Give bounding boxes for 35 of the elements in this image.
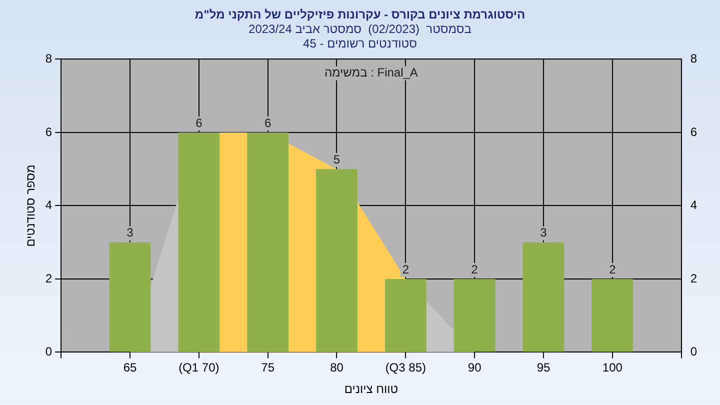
y2-tick-label: 6 [690,124,698,139]
data-label: 6 [264,116,272,130]
data-label: 2 [609,262,616,276]
data-label: 2 [402,262,410,276]
y-tick-label: 0 [45,344,52,359]
y-tick-label: 4 [45,198,52,212]
bar [522,242,564,352]
x-tick-label: 80 [330,360,344,375]
x-tick-label: 75 [261,360,275,375]
y2-tick-label: 2 [690,271,698,286]
data-label: 5 [333,152,340,166]
y-tick-label: 2 [45,271,52,286]
x-tick-label: 95 [536,360,550,375]
y2-tick-label: 0 [690,344,698,359]
y-axis-title: מספר סטודנטים [24,164,38,247]
data-label: 3 [126,226,134,240]
x-tick-label: (Q3 85) [385,360,426,375]
annotation: במשימה : Final_A [324,66,418,80]
chart-title: היסטוגרמת ציונים בקורס - עקרונות פיזיקליים של התקני מל"מ [194,8,526,22]
y2-tick-label: 8 [690,52,698,66]
chart-subtitle: בסמסטר (02/2023) סמסטר אביב 2023/24 סטודנטים רשומים - 45 [248,22,472,50]
data-label: 2 [471,262,478,276]
bar [592,278,634,352]
data-label: 6 [196,116,203,130]
bar [316,169,358,352]
bar [247,132,288,352]
y-tick-label: 6 [45,124,52,139]
data-label: 3 [540,226,548,240]
y2-tick-label: 4 [690,198,698,212]
x-tick-label: 100 [602,360,623,375]
y-tick-label: 8 [45,52,52,66]
x-tick-label: 65 [123,360,137,375]
x-tick-label: 90 [468,360,482,375]
x-tick-label: (Q1 70) [178,360,220,375]
x-axis-title: טווח ציונים [344,382,398,396]
